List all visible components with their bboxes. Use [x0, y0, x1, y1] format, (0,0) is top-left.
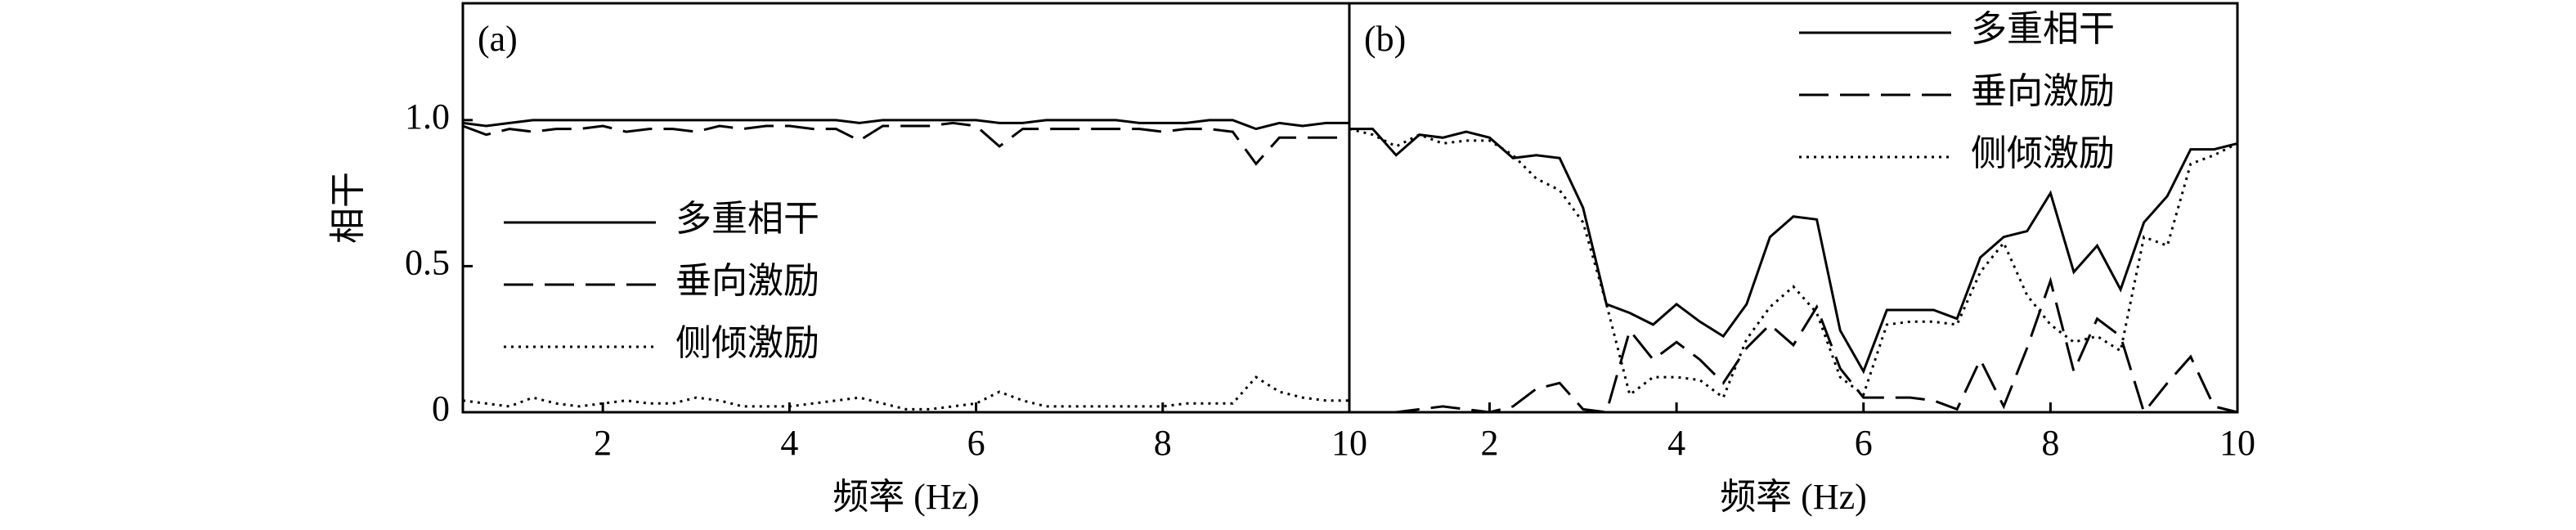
legend-label: 垂向激励	[1971, 71, 2115, 111]
plot-frame	[1348, 2, 2239, 414]
panel-label: (b)	[1364, 19, 1406, 59]
x-tick-label: 2	[594, 423, 612, 463]
series-line	[462, 121, 1349, 166]
series-line	[1349, 128, 2238, 400]
x-tick-label: 2	[1480, 423, 1498, 463]
legend-label: 多重相干	[675, 199, 819, 239]
x-tick-label: 10	[1331, 423, 1367, 463]
x-tick-label: 8	[2041, 423, 2059, 463]
x-tick-label: 4	[780, 423, 798, 463]
x-tick-label: 6	[1855, 423, 1873, 463]
legend-label: 侧倾激励	[675, 323, 819, 363]
panel-label: (a)	[478, 19, 518, 59]
series-line	[462, 375, 1349, 411]
y-tick-label: 0.5	[405, 243, 450, 283]
x-tick-label: 10	[2219, 423, 2255, 463]
y-axis-label: 相干	[328, 172, 368, 244]
series-line	[1349, 276, 2238, 415]
series-line	[462, 119, 1349, 131]
x-tick-label: 6	[967, 423, 985, 463]
plot-frame	[461, 2, 1351, 414]
legend-label: 侧倾激励	[1971, 133, 2115, 173]
y-tick-label: 1.0	[405, 97, 450, 137]
legend-label: 垂向激励	[675, 261, 819, 301]
x-axis-label: 频率 (Hz)	[1720, 477, 1867, 517]
legend-label: 多重相干	[1971, 9, 2115, 49]
x-axis-label: 频率 (Hz)	[832, 477, 980, 517]
y-tick-label: 0	[432, 389, 450, 429]
x-tick-label: 4	[1667, 423, 1685, 463]
x-tick-label: 8	[1154, 423, 1172, 463]
